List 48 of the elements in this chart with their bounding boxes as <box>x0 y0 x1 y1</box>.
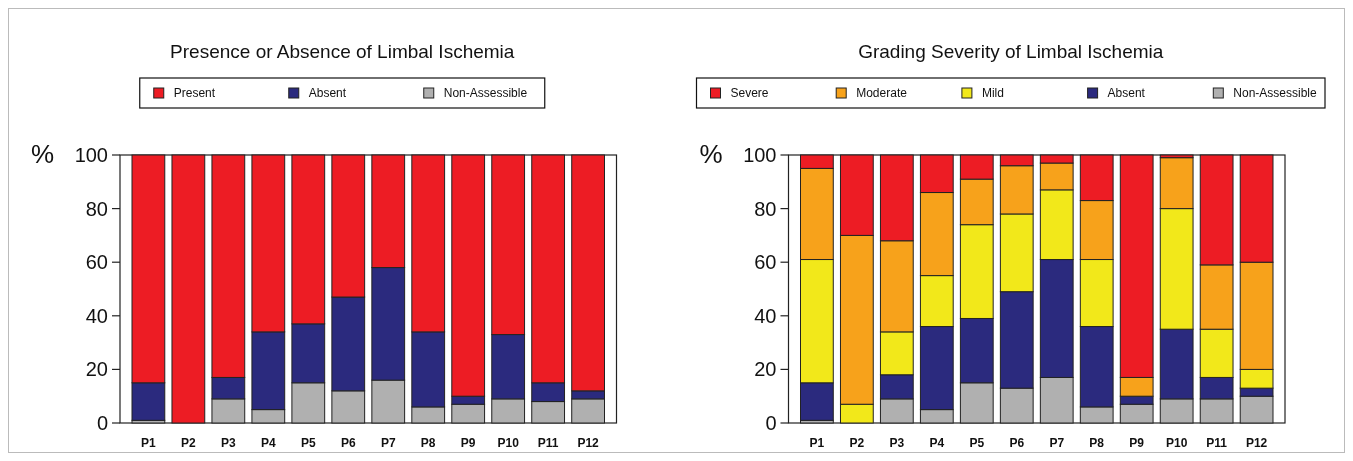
x-tick-label: P9 <box>1129 436 1145 450</box>
legend-label: Non-Assessible <box>443 86 528 100</box>
legend-label: Mild <box>981 86 1004 100</box>
x-tick-label: P11 <box>1206 436 1228 450</box>
x-tick-label: P8 <box>420 436 436 450</box>
y-tick-label: 60 <box>85 251 108 274</box>
legend-label: Non-Assessible <box>1233 86 1317 100</box>
y-tick-label: 100 <box>74 144 108 166</box>
y-tick-label: 80 <box>754 197 777 220</box>
legend-label: Moderate <box>856 86 908 100</box>
x-tick-label: P2 <box>181 436 197 450</box>
x-tick-label: P3 <box>220 436 236 450</box>
x-tick-label: P6 <box>1009 436 1025 450</box>
y-axis-title: % <box>30 139 54 169</box>
x-tick-label: P6 <box>340 436 356 450</box>
x-tick-label: P4 <box>260 436 276 450</box>
y-tick-label: 20 <box>85 358 108 381</box>
x-tick-label: P8 <box>1089 436 1105 450</box>
x-tick-label: P5 <box>969 436 985 450</box>
y-tick-label: 0 <box>765 412 777 434</box>
x-tick-label: P7 <box>380 436 396 450</box>
x-tick-label: P2 <box>849 436 865 450</box>
x-tick-label: P9 <box>460 436 476 450</box>
x-tick-label: P3 <box>889 436 905 450</box>
legend-label: Absent <box>308 86 347 100</box>
y-axis-title: % <box>699 139 723 169</box>
x-tick-label: P12 <box>577 436 600 450</box>
x-tick-label: P12 <box>1245 436 1268 450</box>
y-tick-label: 60 <box>754 251 777 274</box>
chart-title: Grading Severity of Limbal Ischemia <box>858 41 1164 62</box>
x-tick-label: P4 <box>929 436 945 450</box>
legend-label: Present <box>173 86 216 100</box>
chart-title: Presence or Absence of Limbal Ischemia <box>170 41 515 62</box>
y-tick-label: 40 <box>754 304 777 327</box>
x-tick-label: P10 <box>497 436 520 450</box>
y-tick-label: 80 <box>85 197 108 220</box>
x-tick-label: P1 <box>141 436 157 450</box>
x-tick-label: P7 <box>1049 436 1065 450</box>
y-tick-label: 100 <box>743 144 777 166</box>
legend-label: Absent <box>1107 86 1146 100</box>
x-tick-label: P10 <box>1165 436 1188 450</box>
y-tick-label: 40 <box>85 304 108 327</box>
x-tick-label: P11 <box>537 436 559 450</box>
y-tick-label: 0 <box>96 412 108 434</box>
x-tick-label: P5 <box>300 436 316 450</box>
legend-label: Severe <box>730 86 769 100</box>
x-tick-label: P1 <box>809 436 825 450</box>
y-tick-label: 20 <box>754 358 777 381</box>
